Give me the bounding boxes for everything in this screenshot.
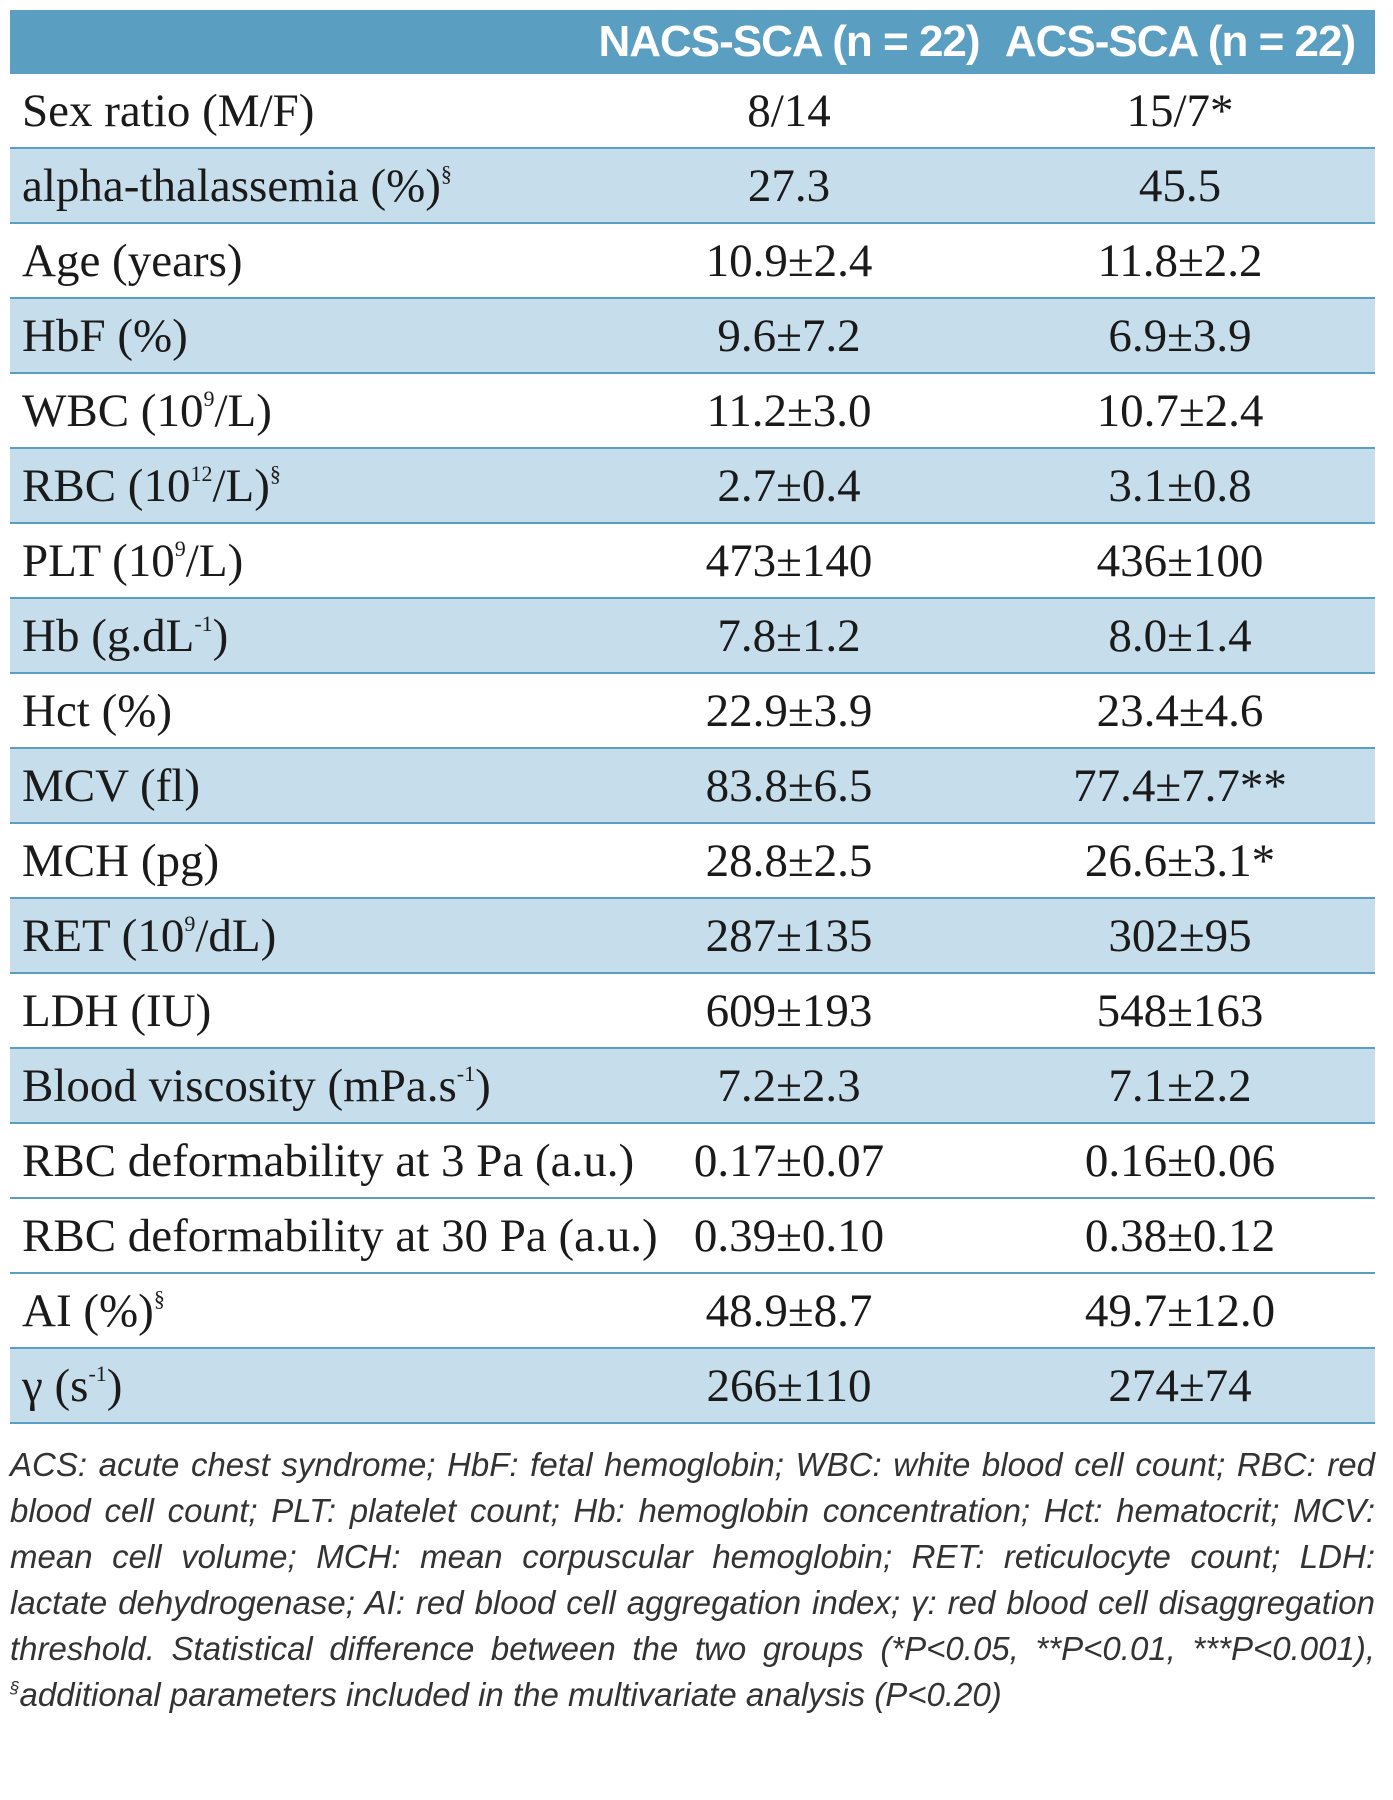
acs-value: 10.7±2.4 bbox=[985, 373, 1375, 449]
data-table: NACS-SCA (n = 22) ACS-SCA (n = 22) Sex r… bbox=[10, 10, 1375, 1424]
acs-value: 45.5 bbox=[985, 148, 1375, 224]
row-label: AI (%)§ bbox=[10, 1273, 593, 1349]
section-mark: § bbox=[153, 1285, 165, 1311]
row-label: Sex ratio (M/F) bbox=[10, 74, 593, 149]
table-row: AI (%)§ 48.9±8.7 49.7±12.0 bbox=[10, 1273, 1375, 1349]
acs-value: 77.4±7.7** bbox=[985, 748, 1375, 824]
header-row: NACS-SCA (n = 22) ACS-SCA (n = 22) bbox=[10, 10, 1375, 74]
acs-value: 7.1±2.2 bbox=[985, 1048, 1375, 1124]
table-row: Age (years) 10.9±2.4 11.8±2.2 bbox=[10, 223, 1375, 299]
acs-value: 3.1±0.8 bbox=[985, 448, 1375, 524]
table-row: HbF (%) 9.6±7.2 6.9±3.9 bbox=[10, 298, 1375, 374]
row-label: HbF (%) bbox=[10, 298, 593, 374]
row-label: γ (s-1) bbox=[10, 1348, 593, 1424]
table-row: alpha-thalassemia (%)§ 27.3 45.5 bbox=[10, 148, 1375, 224]
table-row: Hct (%) 22.9±3.9 23.4±4.6 bbox=[10, 673, 1375, 749]
nacs-value: 83.8±6.5 bbox=[593, 748, 985, 824]
nacs-value: 2.7±0.4 bbox=[593, 448, 985, 524]
acs-value: 23.4±4.6 bbox=[985, 673, 1375, 749]
header-acs-sca: ACS-SCA (n = 22) bbox=[985, 10, 1375, 74]
table-row: RET (109/dL) 287±135 302±95 bbox=[10, 898, 1375, 974]
row-label: Blood viscosity (mPa.s-1) bbox=[10, 1048, 593, 1124]
nacs-value: 48.9±8.7 bbox=[593, 1273, 985, 1349]
nacs-value: 609±193 bbox=[593, 973, 985, 1049]
row-label: WBC (109/L) bbox=[10, 373, 593, 449]
nacs-value: 0.17±0.07 bbox=[593, 1123, 985, 1199]
acs-value: 49.7±12.0 bbox=[985, 1273, 1375, 1349]
nacs-value: 27.3 bbox=[593, 148, 985, 224]
nacs-value: 28.8±2.5 bbox=[593, 823, 985, 899]
row-label: alpha-thalassemia (%)§ bbox=[10, 148, 593, 224]
table-footnote: ACS: acute chest syndrome; HbF: fetal he… bbox=[10, 1446, 1375, 1713]
table-row: γ (s-1) 266±110 274±74 bbox=[10, 1348, 1375, 1424]
row-label: MCH (pg) bbox=[10, 823, 593, 899]
section-mark: § bbox=[440, 160, 452, 186]
nacs-value: 287±135 bbox=[593, 898, 985, 974]
table-row: RBC (1012/L)§ 2.7±0.4 3.1±0.8 bbox=[10, 448, 1375, 524]
nacs-value: 22.9±3.9 bbox=[593, 673, 985, 749]
nacs-value: 7.8±1.2 bbox=[593, 598, 985, 674]
row-label: RBC deformability at 3 Pa (a.u.) bbox=[10, 1123, 634, 1199]
table-row: RBC deformability at 30 Pa (a.u.) 0.39±0… bbox=[10, 1198, 1375, 1274]
acs-value: 26.6±3.1* bbox=[985, 823, 1375, 899]
row-label: Hb (g.dL-1) bbox=[10, 598, 593, 674]
table-row: WBC (109/L) 11.2±3.0 10.7±2.4 bbox=[10, 373, 1375, 449]
table-row: Blood viscosity (mPa.s-1) 7.2±2.3 7.1±2.… bbox=[10, 1048, 1375, 1124]
acs-value: 0.38±0.12 bbox=[985, 1198, 1375, 1274]
section-mark: § bbox=[269, 460, 281, 486]
nacs-value: 10.9±2.4 bbox=[593, 223, 985, 299]
acs-value: 11.8±2.2 bbox=[985, 223, 1375, 299]
acs-value: 302±95 bbox=[985, 898, 1375, 974]
table-row: MCH (pg) 28.8±2.5 26.6±3.1* bbox=[10, 823, 1375, 899]
acs-value: 0.16±0.06 bbox=[985, 1123, 1375, 1199]
nacs-value: 0.39±0.10 bbox=[593, 1198, 985, 1274]
table-row: Hb (g.dL-1) 7.8±1.2 8.0±1.4 bbox=[10, 598, 1375, 674]
nacs-value: 9.6±7.2 bbox=[593, 298, 985, 374]
acs-value: 15/7* bbox=[985, 74, 1375, 149]
acs-value: 8.0±1.4 bbox=[985, 598, 1375, 674]
acs-value: 274±74 bbox=[985, 1348, 1375, 1424]
acs-value: 436±100 bbox=[985, 523, 1375, 599]
row-label: RET (109/dL) bbox=[10, 898, 593, 974]
row-label: RBC deformability at 30 Pa (a.u.) bbox=[10, 1198, 658, 1274]
nacs-value: 8/14 bbox=[593, 74, 985, 149]
row-label: Hct (%) bbox=[10, 673, 593, 749]
header-nacs-sca: NACS-SCA (n = 22) bbox=[593, 10, 985, 74]
row-label: RBC (1012/L)§ bbox=[10, 448, 593, 524]
row-label: MCV (fl) bbox=[10, 748, 593, 824]
table-row: MCV (fl) 83.8±6.5 77.4±7.7** bbox=[10, 748, 1375, 824]
nacs-value: 7.2±2.3 bbox=[593, 1048, 985, 1124]
table-row: RBC deformability at 3 Pa (a.u.) 0.17±0.… bbox=[10, 1123, 1375, 1199]
nacs-value: 266±110 bbox=[593, 1348, 985, 1424]
header-parameter bbox=[10, 10, 593, 74]
acs-value: 548±163 bbox=[985, 973, 1375, 1049]
table-container: NACS-SCA (n = 22) ACS-SCA (n = 22) Sex r… bbox=[10, 10, 1375, 1718]
row-label: LDH (IU) bbox=[10, 973, 593, 1049]
table-row: LDH (IU) 609±193 548±163 bbox=[10, 973, 1375, 1049]
section-mark: § bbox=[10, 1678, 20, 1697]
row-label: Age (years) bbox=[10, 223, 593, 299]
nacs-value: 473±140 bbox=[593, 523, 985, 599]
nacs-value: 11.2±3.0 bbox=[593, 373, 985, 449]
table-row: PLT (109/L) 473±140 436±100 bbox=[10, 523, 1375, 599]
table-row: Sex ratio (M/F) 8/14 15/7* bbox=[10, 74, 1375, 149]
acs-value: 6.9±3.9 bbox=[985, 298, 1375, 374]
row-label: PLT (109/L) bbox=[10, 523, 593, 599]
